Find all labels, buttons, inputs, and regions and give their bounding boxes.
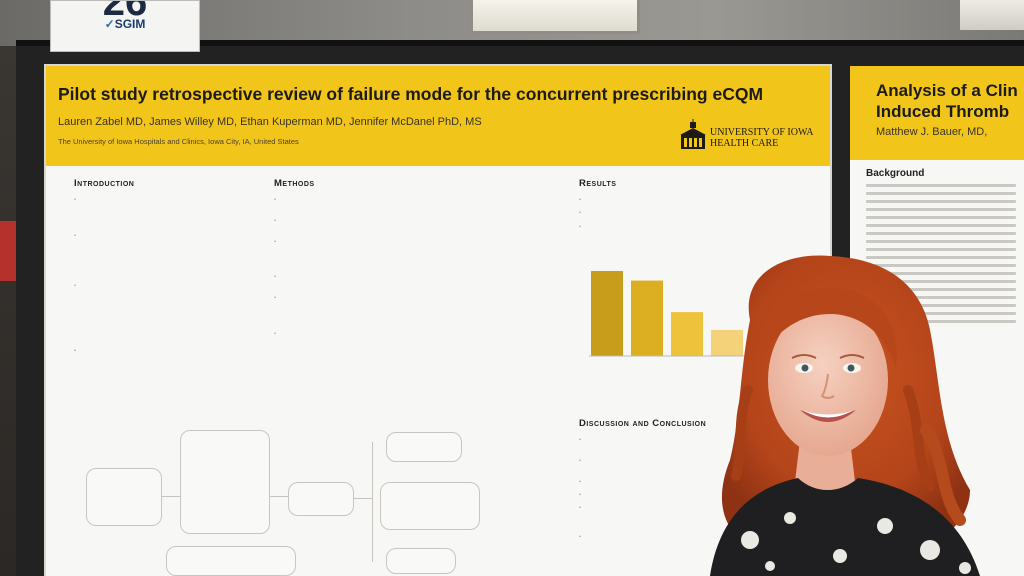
sgim-mark-icon: ✓ xyxy=(104,17,115,31)
intro-bullet xyxy=(74,197,262,227)
results-bar-chart xyxy=(589,270,745,357)
logo-line-1: UNIVERSITY OF IOWA xyxy=(710,127,814,138)
results-bullet xyxy=(579,210,779,218)
poster-authors: Lauren Zabel MD, James Willey MD, Ethan … xyxy=(58,116,482,128)
poster-title: Pilot study retrospective review of fail… xyxy=(58,84,764,104)
results-column: Results xyxy=(579,178,779,237)
poster-affiliation: The University of Iowa Hospitals and Cli… xyxy=(58,137,299,146)
flow-connector xyxy=(162,496,180,497)
logo-line-2: HEALTH CARE xyxy=(710,138,779,149)
discussion-column: Discussion and Conclusion xyxy=(579,418,729,554)
discussion-bullet xyxy=(579,505,729,527)
intro-bullet xyxy=(74,348,262,378)
neighbor-poster-header xyxy=(850,66,1024,160)
discussion-bullet xyxy=(579,492,729,500)
discussion-bullet xyxy=(579,437,729,452)
intro-bullet xyxy=(74,283,262,342)
flow-box xyxy=(86,468,162,526)
results-heading: Results xyxy=(579,178,617,189)
ceiling-light xyxy=(470,0,640,34)
flow-connector xyxy=(372,442,373,562)
results-bullet xyxy=(579,197,779,205)
intro-heading: Introduction xyxy=(74,178,135,189)
university-logo: UNIVERSITY OF IOWA HEALTH CARE xyxy=(680,119,820,159)
neighbor-poster-title: Analysis of a Clin Induced Thromb xyxy=(876,80,1024,122)
flow-box xyxy=(386,432,462,462)
neighbor-background-heading: Background xyxy=(866,168,925,179)
presenter-photo xyxy=(710,255,980,576)
methods-bullet xyxy=(274,218,564,233)
bar-4 xyxy=(711,329,743,356)
old-capitol-icon xyxy=(680,119,706,149)
methods-bullet xyxy=(274,197,564,212)
flow-box xyxy=(166,546,296,576)
bar-2 xyxy=(631,280,663,356)
sign-org: ✓SGIM xyxy=(51,17,199,31)
poster-number-sign: 26 ✓SGIM xyxy=(50,0,200,52)
intro-bullet xyxy=(74,233,262,277)
poster-header xyxy=(46,66,830,166)
intro-column: Introduction xyxy=(74,178,262,384)
discussion-bullet xyxy=(579,534,729,549)
discussion-heading: Discussion and Conclusion xyxy=(579,418,707,429)
ceiling-light-right xyxy=(960,0,1024,30)
methods-heading: Methods xyxy=(274,178,315,189)
sign-org-label: SGIM xyxy=(114,17,146,31)
results-bullet xyxy=(579,224,779,232)
red-stripe xyxy=(0,221,16,281)
methods-bullet xyxy=(274,274,564,289)
neighbor-poster-author: Matthew J. Bauer, MD, xyxy=(876,126,988,138)
bar-1 xyxy=(591,270,623,356)
flow-box xyxy=(386,548,456,574)
main-poster: Pilot study retrospective review of fail… xyxy=(46,66,830,576)
methods-bullet xyxy=(274,331,564,346)
methods-bullet xyxy=(274,295,564,325)
neighbor-title-line-2: Induced Thromb xyxy=(876,102,1010,121)
logo-text: UNIVERSITY OF IOWA HEALTH CARE xyxy=(710,127,814,149)
discussion-bullet xyxy=(579,458,729,473)
flow-diagram xyxy=(76,424,556,576)
neighbor-poster-text xyxy=(866,184,1024,328)
flow-connector xyxy=(354,498,372,499)
flow-connector xyxy=(270,496,288,497)
methods-column: Methods xyxy=(274,178,564,352)
flow-box xyxy=(180,430,270,534)
discussion-bullet xyxy=(579,479,729,487)
left-wall xyxy=(0,46,16,576)
neighbor-title-line-1: Analysis of a Clin xyxy=(876,81,1018,100)
flow-box xyxy=(380,482,480,530)
flow-box xyxy=(288,482,354,516)
poster-number: 26 xyxy=(102,0,148,24)
bar-3 xyxy=(671,312,703,356)
methods-bullet xyxy=(274,239,564,269)
